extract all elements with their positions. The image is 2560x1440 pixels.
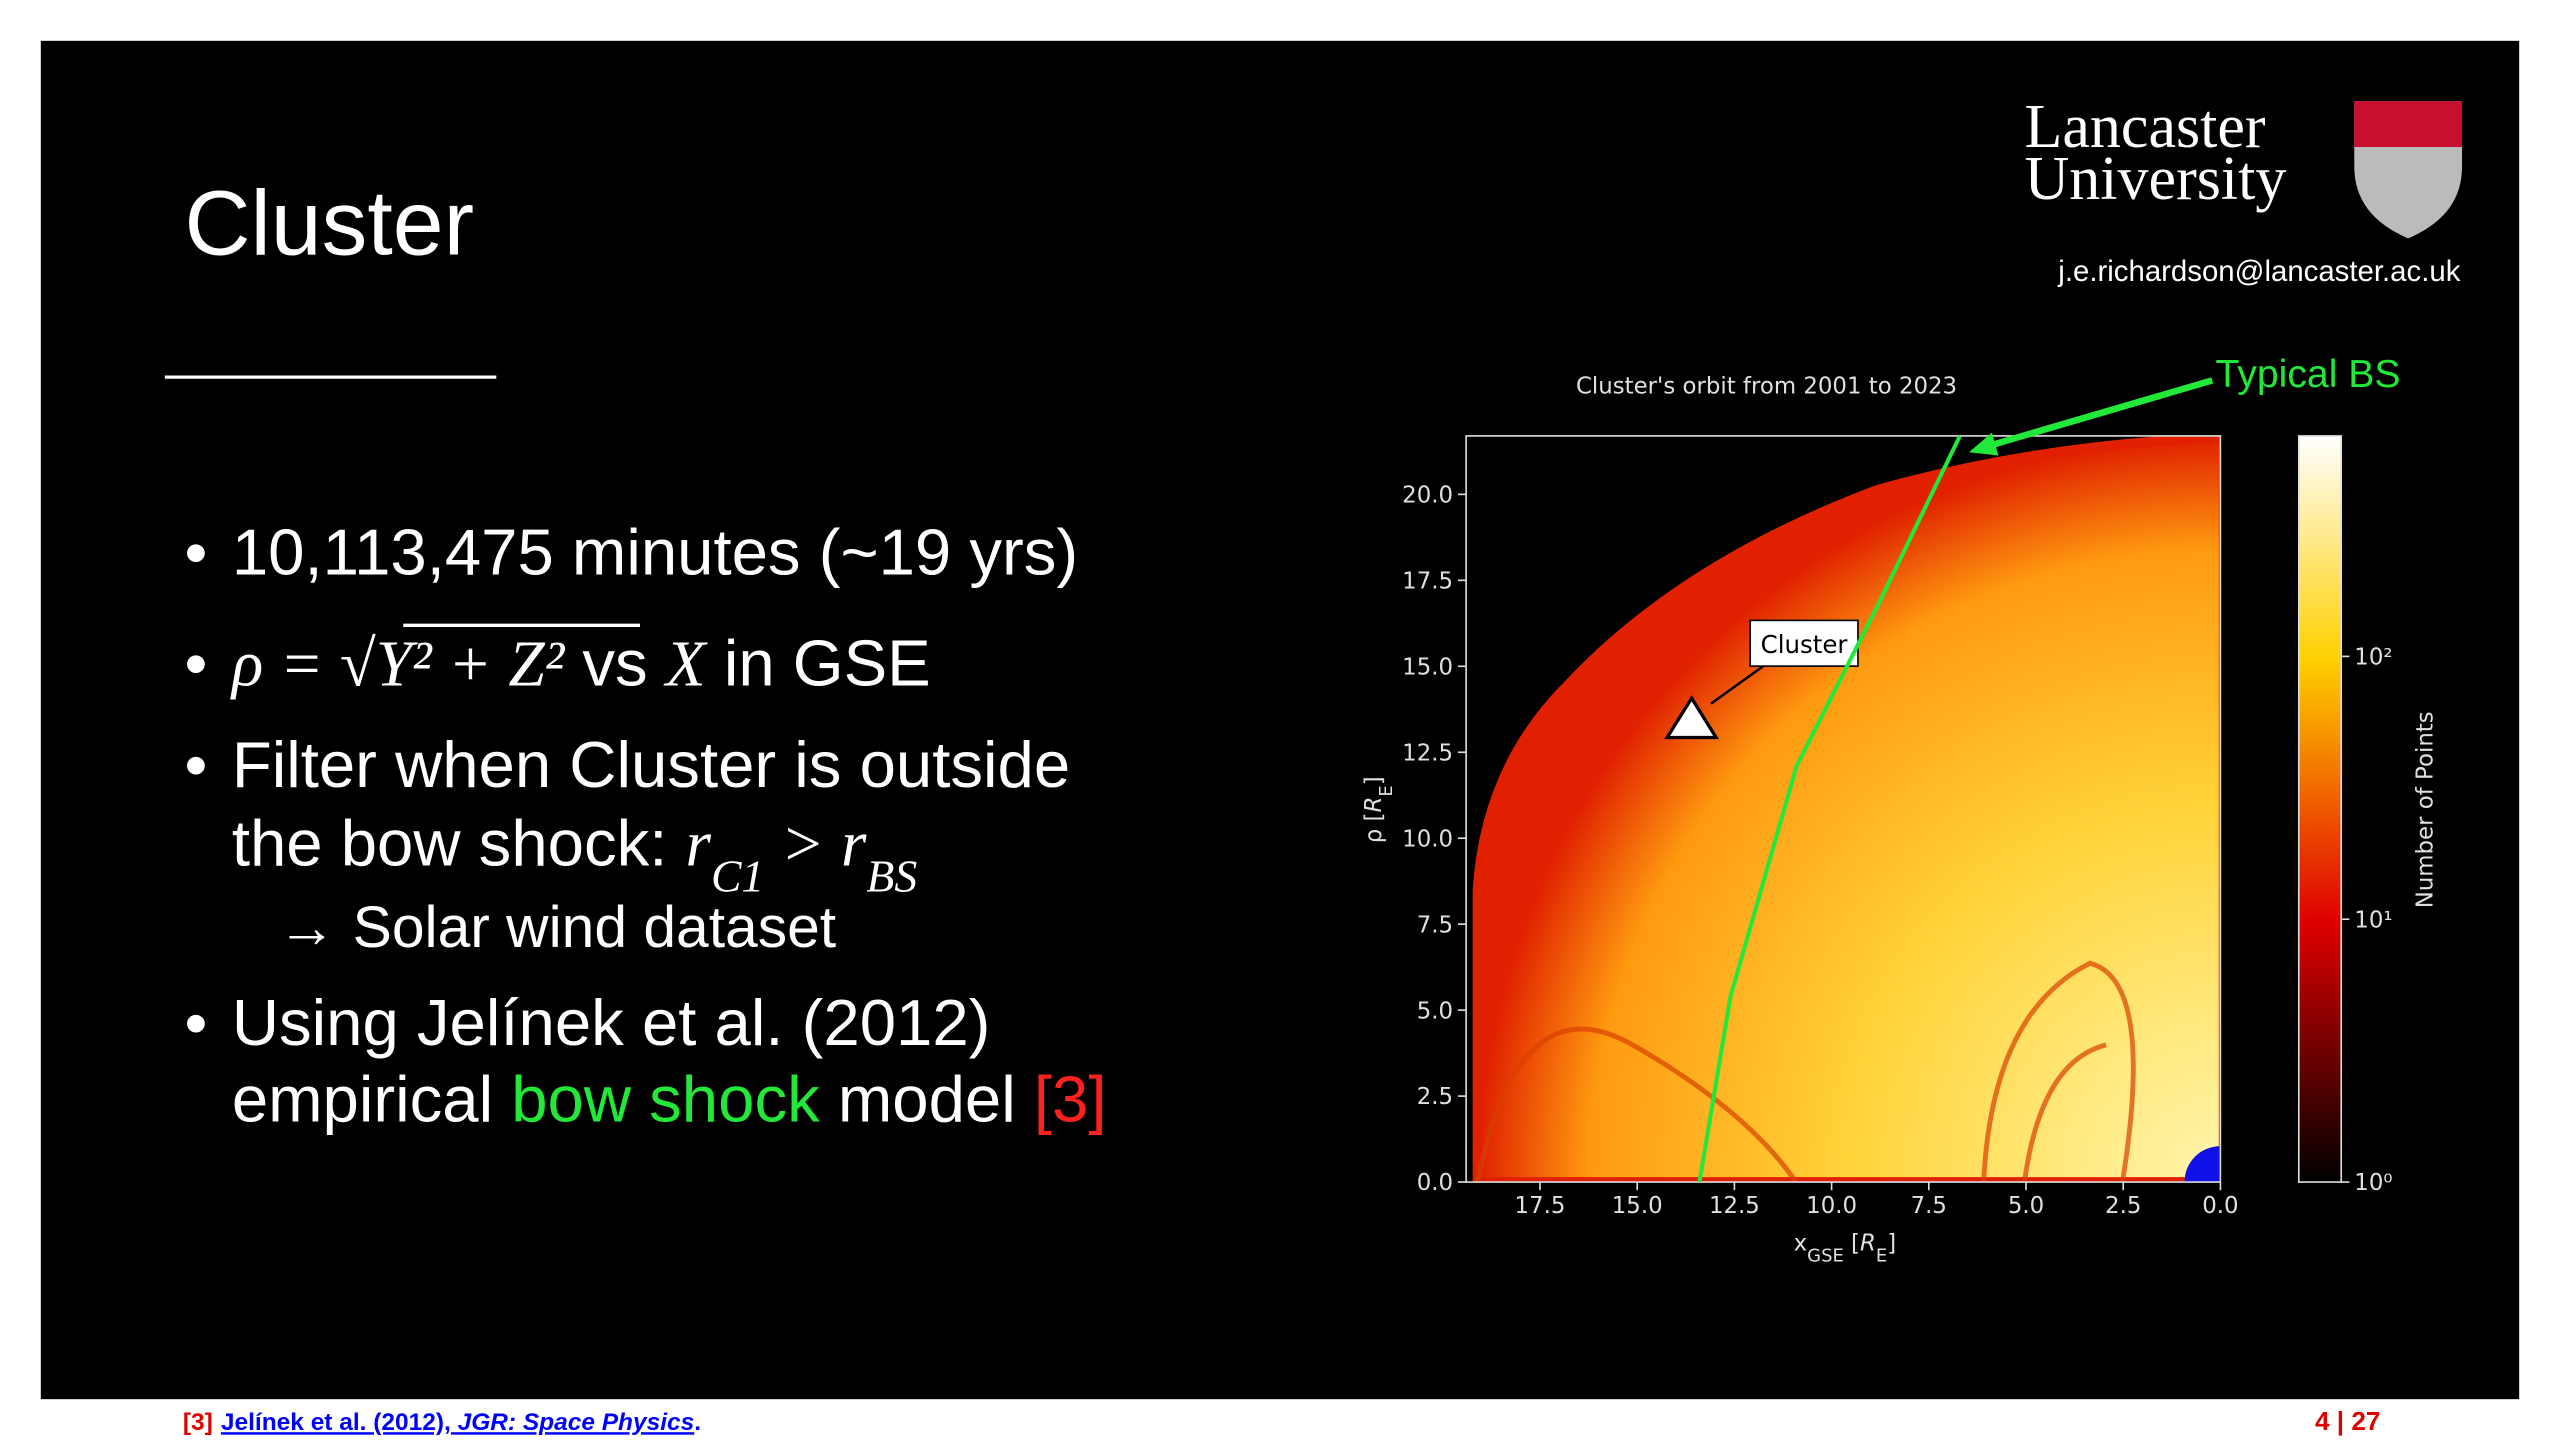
- axes-frame: [1465, 435, 2222, 1183]
- bullet-text: Using Jelínek et al. (2012): [232, 986, 991, 1059]
- text: empirical: [232, 1063, 511, 1136]
- math: r: [686, 808, 712, 880]
- x-label: xGSE [RE]: [1794, 1231, 1896, 1266]
- cluster-arrow: [1710, 665, 1764, 705]
- y-tick-label: 20.0: [1402, 483, 1453, 509]
- t: [: [1844, 1231, 1860, 1257]
- ref-journal[interactable]: JGR: Space Physics: [458, 1409, 695, 1436]
- sub-bullet: → Solar wind dataset: [278, 895, 837, 960]
- t: R: [1860, 1231, 1876, 1257]
- math: C1: [711, 850, 764, 901]
- math: Y² + Z²: [376, 629, 566, 701]
- colorbar-tick-label: 10²: [2354, 645, 2392, 671]
- text: the bow shock:: [232, 806, 686, 879]
- bullet-text: the bow shock: rC1 > rBS: [232, 806, 918, 901]
- y-tick-label: 5.0: [1417, 998, 1453, 1024]
- ref-link[interactable]: Jelínek et al. (2012),: [221, 1409, 458, 1436]
- t: R: [1361, 797, 1387, 813]
- x-tick-label: 5.0: [2008, 1193, 2044, 1219]
- y-tick-label: 7.5: [1417, 912, 1453, 938]
- ref-period: .: [694, 1409, 701, 1436]
- bullet-text: Filter when Cluster is outside: [232, 728, 1070, 801]
- bullets: • 10,113,475 minutes (~19 yrs) • ρ = √Y²…: [184, 516, 1106, 1136]
- y-tick-label: 0.0: [1417, 1170, 1453, 1196]
- email: j.e.richardson@lancaster.ac.uk: [2057, 255, 2460, 288]
- y-tick-label: 12.5: [1402, 740, 1453, 766]
- cluster-label: Cluster: [1761, 630, 1849, 659]
- t: ]: [1887, 1231, 1896, 1257]
- colorbar-label: Number of Points: [2413, 711, 2439, 908]
- x-tick-label: 10.0: [1806, 1193, 1857, 1219]
- citation: [3]: [1034, 1063, 1107, 1136]
- slide-title: Cluster: [184, 173, 474, 275]
- bow-shock-curve: [1697, 435, 1962, 1183]
- text: model: [820, 1063, 1034, 1136]
- math: >: [764, 808, 841, 880]
- math: ρ = √: [230, 629, 376, 701]
- heatmap: [1472, 435, 2221, 1183]
- math: X: [663, 629, 708, 701]
- x-tick-label: 2.5: [2105, 1193, 2141, 1219]
- footer-ref: [3] Jelínek et al. (2012), JGR: Space Phy…: [183, 1409, 701, 1436]
- colorbar-tick-label: 10⁰: [2354, 1170, 2392, 1196]
- logo-text: Lancaster: [2024, 93, 2265, 161]
- t: GSE: [1807, 1245, 1844, 1266]
- bullet-text: ρ = √Y² + Z² vs X in GSE: [230, 627, 931, 701]
- cluster-marker: [1664, 695, 1720, 740]
- orbit-texture: [1475, 960, 2136, 1183]
- bullet-text: 10,113,475 minutes (~19 yrs): [232, 516, 1078, 589]
- colorbar: [2297, 435, 2343, 1183]
- bullet-dot: •: [184, 516, 207, 589]
- bs-arrow: [1982, 377, 2214, 451]
- earth: [2184, 1146, 2221, 1183]
- x-tick-label: 17.5: [1515, 1193, 1566, 1219]
- x-tick-label: 12.5: [1709, 1193, 1760, 1219]
- highlight: bow shock: [511, 1063, 820, 1136]
- t: E: [1376, 785, 1397, 796]
- y-label: ρ [RE]: [1361, 776, 1397, 843]
- math: BS: [866, 850, 917, 901]
- bs-label: Typical BS: [2216, 353, 2401, 396]
- bullet-dot: •: [184, 728, 207, 801]
- bullet-text: empirical bow shock model [3]: [232, 1063, 1107, 1136]
- density: [1472, 435, 2221, 1183]
- x-tick-label: 0.0: [2202, 1193, 2238, 1219]
- t: ]: [1361, 776, 1387, 785]
- y-tick-label: 10.0: [1402, 826, 1453, 852]
- bullet-dot: •: [184, 986, 207, 1059]
- y-tick-label: 17.5: [1402, 568, 1453, 594]
- bullet-dot: •: [184, 627, 207, 700]
- logo-text: University: [2024, 145, 2286, 213]
- t: x: [1794, 1231, 1808, 1257]
- text: vs: [564, 627, 666, 700]
- math: r: [841, 808, 867, 880]
- logo-shield-top: [2354, 101, 2463, 147]
- y-tick-label: 15.0: [1402, 654, 1453, 680]
- bs-arrowhead: [1968, 432, 1999, 456]
- t: E: [1876, 1245, 1887, 1266]
- page-number: 4 | 27: [2315, 1406, 2380, 1436]
- ref-num: [3]: [183, 1409, 213, 1436]
- text: in GSE: [706, 627, 931, 700]
- colorbar-tick-label: 10¹: [2354, 907, 2392, 933]
- x-tick-label: 7.5: [1911, 1193, 1947, 1219]
- x-tick-label: 15.0: [1612, 1193, 1663, 1219]
- figure-title: Cluster's orbit from 2001 to 2023: [1576, 373, 1957, 399]
- y-tick-label: 2.5: [1417, 1084, 1453, 1110]
- t: ρ [: [1361, 813, 1387, 844]
